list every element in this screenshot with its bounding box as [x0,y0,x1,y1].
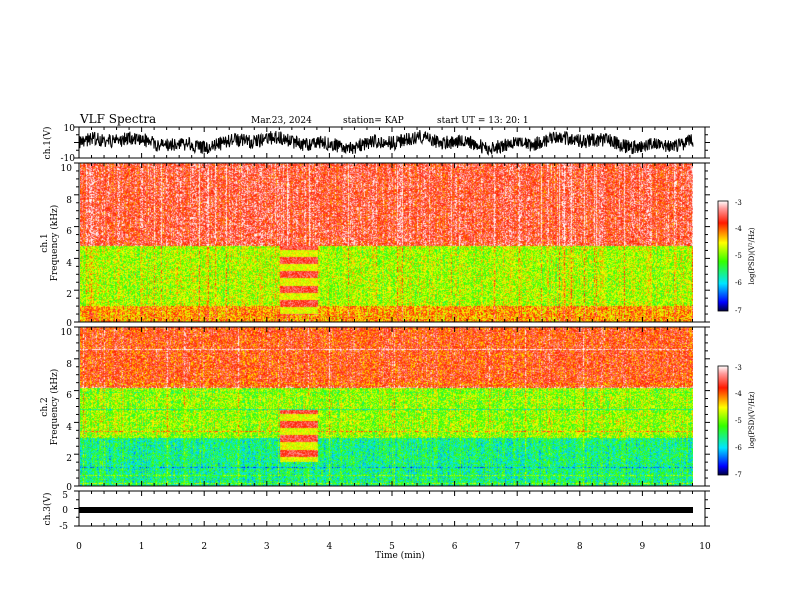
xtick-8: 8 [577,542,583,552]
ch2-cbar-tick-4: -4 [735,390,742,398]
station-label: station= KAP [343,116,404,126]
ch3-ytick-minus5: -5 [59,522,68,532]
ch2-cbar-tick-7: -7 [735,471,742,479]
ch2-spec-ytick-4: 4 [66,423,72,433]
ch2-spec-ytick-10: 10 [61,328,73,338]
ch2-cbar-tick-6: -6 [735,444,742,452]
ch1-spec-ytick-8: 8 [66,196,72,206]
xtick-7: 7 [514,542,520,552]
ch3-waveform-panel: 5 0 -5 ch.3(V) 0 1 2 3 4 5 6 7 8 9 10 Ti… [42,490,711,561]
ch3-ytick-5: 5 [62,491,68,501]
ch2-colorbar: -3 -4 -5 -6 -7 log(PSD)(V²/Hz) [717,364,756,479]
ch1-cbar-tick-4: -4 [735,225,742,233]
ch2-spec-ylabel-freq: Frequency (kHz) [49,369,60,446]
ch2-spec-ytick-0: 0 [66,483,72,493]
xtick-9: 9 [640,542,646,552]
ch3-ytick-0: 0 [62,506,68,516]
xtick-4: 4 [327,542,333,552]
ch1-spec-ytick-2: 2 [66,290,72,300]
time-axis-tick-labels: 0 1 2 3 4 5 6 7 8 9 10 [76,542,711,552]
ch2-colorbar-label: log(PSD)(V²/Hz) [748,391,756,448]
ch1-colorbar-label: log(PSD)(V²/Hz) [748,227,756,284]
time-axis-label: Time (min) [375,550,425,561]
xtick-6: 6 [452,542,458,552]
ch2-spec-ylabel-channel: ch.2 [40,397,50,416]
ch1-colorbar-gradient [717,200,729,312]
ch1-spec-ytick-10: 10 [61,164,73,174]
ch1-cbar-tick-5: -5 [735,252,742,260]
ch1-waveform-line [78,130,694,156]
date-label: Mar.23, 2024 [251,116,312,126]
ch1-ytick-top: 10 [64,124,76,134]
ch2-cbar-tick-3: -3 [735,364,742,372]
ch1-cbar-tick-7: -7 [735,307,742,315]
ch1-spec-ytick-6: 6 [66,227,72,237]
xtick-1: 1 [139,542,145,552]
ch1-spec-ytick-4: 4 [66,259,72,269]
ch2-spec-ytick-8: 8 [66,360,72,370]
ch2-spectrogram-panel: 10 8 6 4 2 0 ch.2 Frequency (kHz) [40,326,706,493]
ch1-spec-ylabel-channel: ch.1 [40,233,50,252]
ch1-cbar-tick-3: -3 [735,199,742,207]
ch1-spectrogram-panel: 10 8 6 4 2 0 ch.1 Frequency (kHz) [40,162,706,329]
ch1-colorbar: -3 -4 -5 -6 -7 log(PSD)(V²/Hz) [717,199,756,315]
ch2-cbar-tick-5: -5 [735,417,742,425]
ch1-spec-ytick-0: 0 [66,319,72,329]
ch3-waveform-band [79,507,693,513]
xtick-2: 2 [201,542,207,552]
axis-ticks [74,126,710,527]
xtick-0: 0 [76,542,82,552]
ch1-cbar-tick-6: -6 [735,279,742,287]
xtick-10: 10 [699,542,711,552]
ch1-spec-ylabel-freq: Frequency (kHz) [49,205,60,282]
ch2-spec-ytick-2: 2 [66,454,72,464]
ch3-waveform-ylabel: ch.3(V) [42,493,53,526]
ch2-spec-ytick-6: 6 [66,391,72,401]
ch1-waveform-ylabel: ch.1(V) [42,127,53,160]
ch1-ytick-bottom: -10 [61,154,76,164]
ch2-spectrogram-heatmap [80,327,693,486]
start-time-label: start UT = 13: 20: 1 [437,116,529,126]
xtick-3: 3 [264,542,270,552]
xtick-5: 5 [389,542,395,552]
ch2-colorbar-gradient [717,365,729,476]
ch1-spectrogram-heatmap [80,163,693,322]
figure-title: VLF Spectra [79,112,156,126]
